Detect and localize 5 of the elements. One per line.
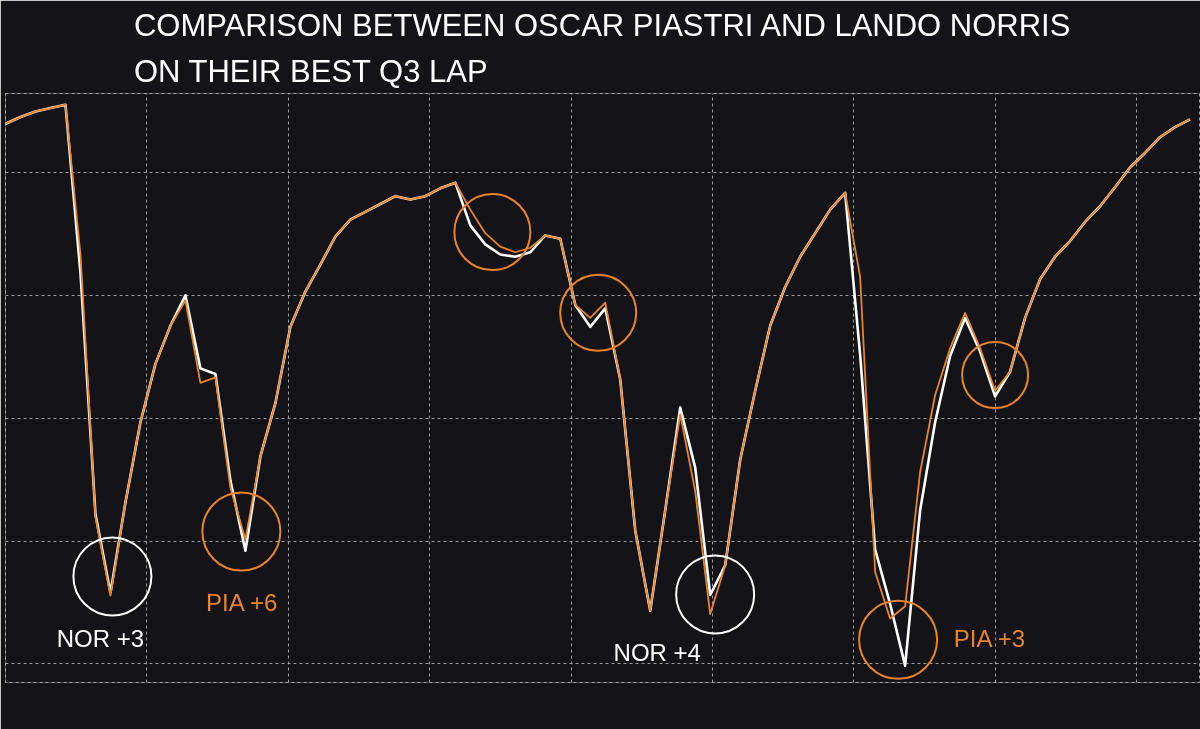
annotation: PIA +3	[953, 625, 1026, 653]
annotation: PIA +6	[206, 589, 278, 617]
chart-title: COMPARISON BETWEEN OSCAR PIASTRI AND LANDO NORRIS ON THEIR BEST Q3 LAP	[133, 8, 1071, 89]
annotation: NOR +3	[56, 625, 145, 653]
annotation: NOR +4	[613, 638, 701, 666]
